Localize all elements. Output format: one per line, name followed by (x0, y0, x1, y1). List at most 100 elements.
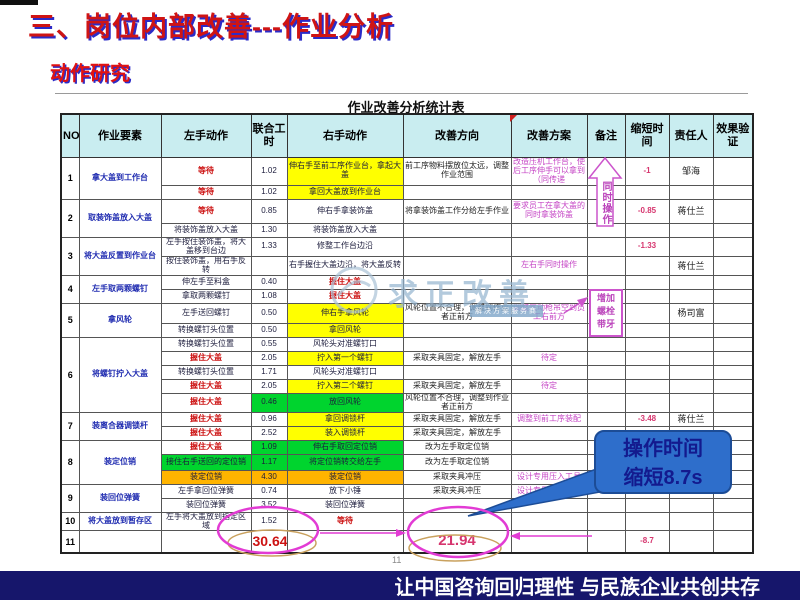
column-header: 联合工时 (250, 113, 288, 158)
cell-dir: 采取夹具冲压 (402, 469, 512, 485)
cell-plan: 设计专用压入工具 (510, 469, 588, 485)
cell-dir: 改为左手取定位销 (402, 439, 512, 455)
cell-rh: 握住大盖 (286, 274, 404, 290)
cell-lh: 将装饰盖放入大盖 (160, 222, 252, 238)
cell-dir (402, 497, 512, 513)
column-header: 左手动作 (160, 113, 252, 158)
divider-line (55, 93, 748, 94)
cell-effect (712, 322, 754, 338)
cell-element: 将大盖反置到作业台 (78, 236, 162, 276)
cell-time: 3.52 (250, 497, 288, 513)
cell-rh: 伸右手至前工序作业台，拿起大盖 (286, 157, 404, 186)
cell-person: 邹海 (668, 157, 714, 186)
cell-person (668, 236, 714, 257)
cell-shorten: -0.85 (624, 198, 670, 224)
cell-effect (712, 236, 754, 257)
cell-person (668, 530, 714, 554)
cell-dir (402, 511, 512, 532)
cell-effect (712, 222, 754, 238)
cell-plan: 改造压机工作台，使后工序伸手可以拿到（同传递 (510, 157, 588, 186)
cell-dir (402, 236, 512, 257)
section-subtitle: 动作研究 (50, 63, 130, 85)
table-row: 1 拿大盖到工作台 等待 1.02 伸右手至前工序作业台，拿起大盖 前工序物料摆放位太远，… (60, 157, 754, 200)
cell-person (668, 288, 714, 304)
cell-effect (712, 302, 754, 324)
cell-plan: 调整到前工序装配 (510, 411, 588, 427)
cell-person: 蒋仕兰 (668, 411, 714, 427)
cell-time: 1.71 (250, 364, 288, 380)
cell-plan (510, 364, 588, 380)
cell-element: 将螺钉拧入大盖 (78, 336, 162, 413)
cell-note (586, 530, 626, 554)
cell-lh: 左手拿回位弹簧 (160, 483, 252, 499)
callout-line2: 缩短8.7s (623, 467, 703, 489)
cell-no: 7 (60, 411, 80, 441)
column-header: 责任人 (668, 113, 714, 158)
cell-person: 杨司富 (668, 302, 714, 324)
cell-person (668, 364, 714, 380)
top-edge-sliver (0, 0, 38, 5)
cell-rh: 装入调锁杆 (286, 425, 404, 441)
cell-plan: 要求员工在拿大盖的同时拿装饰盖 (510, 198, 588, 224)
cell-person (668, 184, 714, 200)
time-saving-callout: 操作时间 缩短8.7s (594, 430, 732, 494)
cell-lh: 按住装饰盖，用右手反转 (160, 255, 252, 276)
cell-effect (712, 497, 754, 513)
cell-note (586, 336, 626, 352)
cell-shorten (624, 364, 670, 380)
cell-effect (712, 364, 754, 380)
table-row: 转换螺钉头位置 0.50 拿回风轮 (61, 322, 754, 338)
cell-dir (402, 222, 512, 238)
cell-effect (712, 288, 754, 304)
cell-person: 蒋仕兰 (668, 198, 714, 224)
callout-line1: 操作时间 (623, 438, 703, 460)
cell-rh: 拿回大盖放到作业台 (286, 184, 404, 200)
cell-no: 1 (60, 157, 80, 200)
cell-plan (510, 453, 588, 471)
cell-person (668, 336, 714, 352)
cell-plan (510, 336, 588, 352)
cell-time: 1.09 (250, 439, 288, 455)
cell-no: 11 (60, 530, 80, 554)
cell-plan (510, 511, 588, 532)
cell-element (78, 530, 162, 554)
cell-lh: 转换螺钉头位置 (160, 336, 252, 352)
cell-time: 2.05 (250, 350, 288, 366)
cell-effect (712, 392, 754, 413)
cell-note (586, 364, 626, 380)
cell-shorten (624, 184, 670, 200)
cell-element: 装定位销 (78, 439, 162, 485)
cell-shorten (624, 274, 670, 290)
cell-dir: 采取夹具固定，解放左手 (402, 411, 512, 427)
column-header: 缩短时间 (624, 113, 670, 158)
cell-rh: 修整工作台边沿 (286, 236, 404, 257)
cell-plan: 设计专用压入工具 (510, 483, 588, 499)
table-row: 转换螺钉头位置 1.71 风轮头对准螺钉口 (61, 364, 754, 380)
cell-rh: 放回风轮 (286, 392, 404, 413)
cell-lh: 左手按住装饰盖，将大盖移到台边 (160, 236, 252, 257)
cell-effect (712, 511, 754, 532)
cell-plan (510, 425, 588, 441)
table-row: 握住大盖 2.52 装入调锁杆 采取夹具固定，解放左手 (61, 425, 754, 441)
cell-element: 拿大盖到工作台 (78, 157, 162, 200)
cell-no: 6 (60, 336, 80, 413)
column-header: 右手动作 (286, 113, 404, 158)
cell-note (586, 411, 626, 427)
cell-rh: 伸右手拿风轮 (286, 302, 404, 324)
cell-shorten (624, 336, 670, 352)
cell-no: 3 (60, 236, 80, 276)
cell-dir: 采取夹具固定，解放左手 (402, 425, 512, 441)
cell-lh (160, 530, 252, 554)
cell-effect (712, 530, 754, 554)
cell-rh: 拿回调锁杆 (286, 411, 404, 427)
cell-note (586, 255, 626, 276)
cell-time (250, 255, 288, 276)
cell-lh: 装定位销 (160, 469, 252, 485)
cell-dir: 前工序物料摆放位太远，调整作业范围 (402, 157, 512, 186)
cell-plan: 待定 (510, 350, 588, 366)
page-number: 11 (392, 555, 402, 565)
cell-lh: 等待 (160, 157, 252, 186)
cell-time: 1.17 (250, 453, 288, 471)
cell-shorten (624, 392, 670, 413)
cell-time: 0.74 (250, 483, 288, 499)
